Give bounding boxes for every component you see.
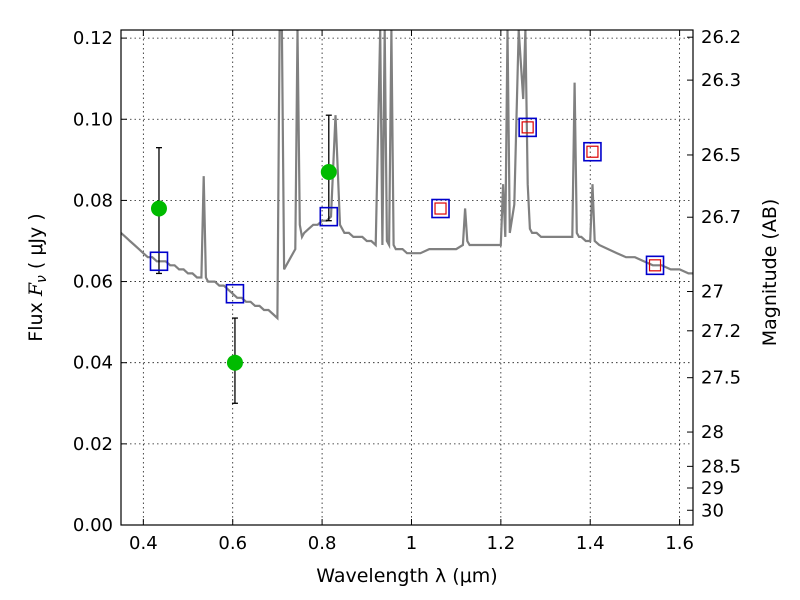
x-tick-label: 1: [406, 533, 417, 554]
y-tick-label: 0.12: [73, 28, 113, 49]
model-photometry-square: [319, 206, 339, 227]
y-axis-label: Flux Fν ( μJy ): [25, 213, 50, 341]
y-tick-label: 0.06: [73, 272, 113, 293]
magnitude-tick-label: 26.2: [701, 27, 741, 48]
model-photometry-square: [225, 283, 245, 304]
magnitude-tick-label: 27: [701, 282, 724, 303]
plot-area: [121, 30, 693, 404]
synthetic-photometry-square: [648, 259, 662, 272]
x-tick-label: 0.4: [129, 533, 158, 554]
synthetic-photometry-square: [586, 145, 599, 158]
model-photometry-square: [583, 141, 602, 162]
y-axis-label-suffix: ( μJy ): [25, 213, 47, 275]
y-tick-label: 0.08: [73, 190, 113, 211]
magnitude-tick-label: 26.7: [701, 207, 741, 228]
y-axis-label-subscript: ν: [34, 275, 50, 283]
magnitude-tick-label: 30: [701, 500, 724, 521]
magnitude-tick-label: 29: [701, 478, 724, 499]
y-tick-label: 0.00: [73, 515, 113, 536]
magnitude-tick-label: 26.3: [701, 70, 741, 91]
observed-point: [226, 354, 243, 371]
model-photometry-square: [645, 255, 665, 276]
y-tick-label: 0.02: [73, 434, 113, 455]
y-axis-label-prefix: Flux: [25, 296, 47, 342]
x-tick-label: 1.2: [487, 533, 516, 554]
x-tick-label: 0.8: [308, 533, 337, 554]
model-photometry-square: [149, 251, 169, 272]
y-tick-label: 0.04: [73, 353, 113, 374]
observed-point: [150, 200, 167, 217]
model-photometry-square: [518, 117, 537, 138]
observed-point: [320, 164, 337, 181]
synthetic-photometry-square: [521, 121, 534, 134]
x-tick-label: 1.6: [665, 533, 694, 554]
magnitude-axis-label: Magnitude (AB): [759, 199, 781, 347]
x-tick-label: 1.4: [576, 533, 605, 554]
model-spectrum-line: [121, 30, 693, 321]
x-axis-label: Wavelength λ (μm): [316, 565, 497, 587]
model-photometry-square: [431, 198, 450, 219]
y-axis-label-symbol: F: [25, 282, 47, 297]
axis-ticks: 0.4 0.6 0.8 1 1.2 1.4 1.6 0.00 0.02 0.04 0.06 0.08 0…: [73, 27, 741, 554]
plot-frame: [120, 29, 694, 526]
magnitude-tick-label: 26.5: [701, 145, 741, 166]
magnitude-tick-label: 27.5: [701, 368, 741, 389]
magnitude-tick-label: 28: [701, 422, 724, 443]
y-tick-label: 0.10: [73, 109, 113, 130]
synthetic-photometry-square: [434, 202, 447, 215]
magnitude-tick-label: 27.2: [701, 321, 741, 342]
magnitude-tick-label: 28.5: [701, 456, 741, 477]
x-tick-label: 0.6: [218, 533, 247, 554]
